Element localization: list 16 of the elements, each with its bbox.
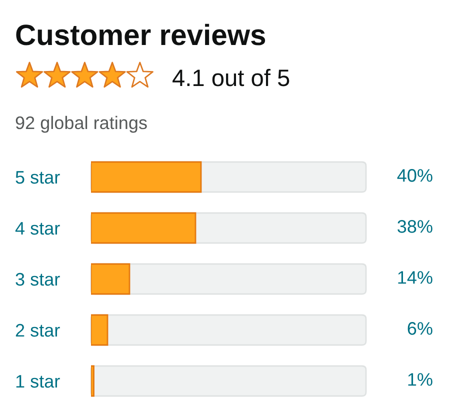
data-label: 1% <box>408 373 432 386</box>
data-label: 6% <box>408 322 432 335</box>
data-label: 14% <box>398 271 432 284</box>
bar <box>91 365 94 397</box>
data-label: 38% <box>398 220 432 233</box>
y-tick-label: 3 star <box>16 272 60 286</box>
data-label: 40% <box>397 169 432 182</box>
bar <box>91 263 130 295</box>
chart-subtitle: 4.1 out of 5 <box>172 68 290 86</box>
bar <box>91 314 108 346</box>
text: 92 global ratings <box>16 116 147 133</box>
y-tick-label: 5 star <box>16 171 60 184</box>
y-tick-label: 4 star <box>15 222 60 235</box>
y-tick-label: 2 star <box>16 324 60 337</box>
y-tick-label: 1 star <box>16 375 60 388</box>
chart-title: Customer reviews <box>16 24 266 46</box>
